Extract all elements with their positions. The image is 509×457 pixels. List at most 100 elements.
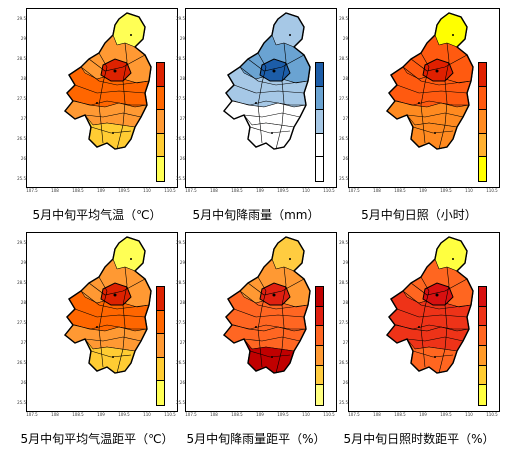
map-frame [185,232,337,412]
map-panel-2: 29.5 29 28.5 28 27.5 27 26.5 26 25.5 107.5 108 108… [171,4,337,226]
x-tick-label: 107.5 [348,188,360,193]
y-tick-label: 27 [20,340,26,345]
x-tick-label: 109 [419,412,427,417]
x-tick-label: 110 [465,188,473,193]
legend-swatch [157,287,164,311]
x-tick-label: 110.5 [323,412,335,417]
x-tick-label: 110 [302,188,310,193]
y-tick-label: 26.5 [176,360,185,365]
x-tick-label: 110.5 [486,412,498,417]
x-tick-label: 109 [97,412,105,417]
y-tick-label: 26.5 [339,136,348,141]
x-tick-label: 107.5 [348,412,360,417]
x-tick-label: 109.5 [277,412,289,417]
legend-swatch [479,287,486,307]
x-tick-label: 109.5 [277,188,289,193]
province-map [386,236,474,374]
y-tick-label: 28.5 [176,56,185,61]
province-map [223,236,311,374]
map-frame [26,232,178,412]
legend-swatch [157,357,164,382]
legend-swatch [479,110,486,134]
y-tick-label: 27.5 [176,320,185,325]
x-tick-label: 109.5 [118,412,130,417]
y-tick-label: 28.5 [17,280,26,285]
y-tick-label: 27 [179,340,185,345]
province-map [386,12,474,150]
y-tick-label: 29 [179,260,185,265]
x-tick-label: 108 [373,412,381,417]
x-tick-label: 110 [143,412,151,417]
map-caption: 5月中旬日照时数距平（%） [343,432,495,446]
color-legend [478,286,487,406]
map-panel-1: 29.5 29 28.5 28 27.5 27 26.5 26 25.5 107.5 108 108… [12,4,178,226]
x-tick-label: 109 [97,188,105,193]
y-tick-label: 28 [20,300,26,305]
y-tick-label: 26 [20,380,26,385]
legend-swatch [479,133,486,158]
y-tick-label: 28.5 [339,280,348,285]
map-caption: 5月中旬平均气温距平（℃） [20,432,174,446]
map-panel-5: 29.5 29 28.5 28 27.5 27 26.5 26 25.5 107.5 108 108… [171,228,337,450]
x-tick-label: 108 [51,412,59,417]
y-tick-label: 28.5 [17,56,26,61]
color-legend [315,286,324,406]
y-tick-label: 29.5 [176,240,185,245]
y-tick-label: 26.5 [17,360,26,365]
x-tick-label: 110 [465,412,473,417]
map-caption: 5月中旬降雨量（mm） [192,208,320,222]
legend-swatch [479,63,486,87]
x-tick-label: 108.5 [231,412,243,417]
y-tick-label: 25.5 [17,400,26,405]
legend-swatch [157,310,164,335]
legend-swatch [157,133,164,158]
y-tick-label: 29.5 [17,16,26,21]
map-panel-3: 29.5 29 28.5 28 27.5 27 26.5 26 25.5 107.5 108 108… [334,4,500,226]
y-tick-label: 25.5 [17,176,26,181]
x-tick-label: 107.5 [185,188,197,193]
x-tick-label: 107.5 [26,188,38,193]
x-tick-label: 107.5 [26,412,38,417]
y-tick-label: 27 [20,116,26,121]
legend-swatch [157,63,164,87]
x-tick-label: 110 [302,412,310,417]
legend-swatch [316,157,323,181]
y-tick-label: 25.5 [176,400,185,405]
x-tick-label: 109.5 [440,412,452,417]
y-tick-label: 26.5 [339,360,348,365]
y-tick-label: 26 [342,156,348,161]
y-tick-label: 27 [342,340,348,345]
y-tick-label: 25.5 [339,176,348,181]
y-tick-label: 29.5 [339,240,348,245]
legend-swatch [157,86,164,111]
y-tick-label: 26 [179,156,185,161]
color-legend [156,62,165,182]
x-tick-label: 108.5 [394,412,406,417]
map-caption: 5月中旬降雨量距平（%） [186,432,326,446]
legend-swatch [479,345,486,366]
map-caption: 5月中旬平均气温（℃） [32,208,162,222]
x-tick-label: 108.5 [72,188,84,193]
color-legend [478,62,487,182]
y-tick-label: 26 [179,380,185,385]
x-tick-label: 109 [256,412,264,417]
y-tick-label: 25.5 [176,176,185,181]
y-tick-label: 29 [342,36,348,41]
x-tick-label: 108 [210,188,218,193]
x-tick-label: 108 [210,412,218,417]
legend-swatch [479,157,486,181]
y-tick-label: 26 [20,156,26,161]
x-tick-label: 110.5 [323,188,335,193]
y-tick-label: 27 [179,116,185,121]
y-tick-label: 28.5 [339,56,348,61]
y-tick-label: 27.5 [339,320,348,325]
legend-swatch [479,365,486,386]
legend-swatch [479,385,486,405]
legend-swatch [479,86,486,111]
y-tick-label: 27.5 [17,96,26,101]
legend-swatch [157,381,164,405]
color-legend [156,286,165,406]
y-tick-label: 29 [342,260,348,265]
legend-swatch [316,287,323,307]
y-tick-label: 27 [342,116,348,121]
